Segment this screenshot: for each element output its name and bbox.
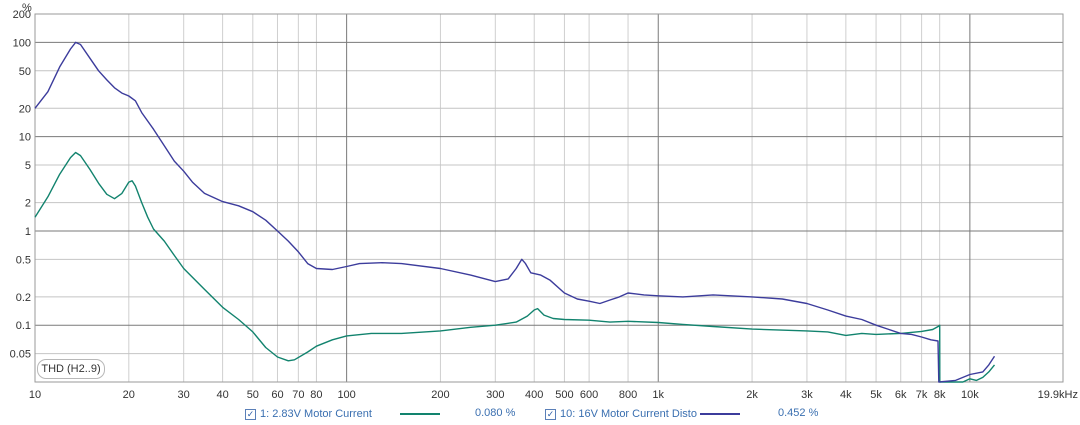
y-tick-label: 5 <box>25 160 31 172</box>
y-axis-tick-labels: 200 100 50 20 10 5 2 1 0.5 0.2 0.1 0.05 <box>10 9 31 361</box>
x-tick-label: 200 <box>431 389 449 401</box>
y-tick-label: 0.1 <box>16 320 31 332</box>
x-tick-label: 30 <box>178 389 190 401</box>
legend-label-series-2: 10: 16V Motor Current Distortic <box>560 408 697 420</box>
legend-item-series-2[interactable]: ✓ 10: 16V Motor Current Distortic <box>545 404 700 424</box>
plot-frame <box>34 13 1064 383</box>
x-tick-label: 70 <box>292 389 304 401</box>
legend-swatch-series-2 <box>700 413 740 415</box>
thd-badge[interactable]: THD (H2..9) <box>37 359 105 379</box>
x-tick-label: 5k <box>870 389 882 401</box>
legend-swatch-series-1 <box>400 413 440 415</box>
legend-item-series-1[interactable]: ✓ 1: 2.83V Motor Current <box>245 404 395 424</box>
y-tick-label: 0.5 <box>16 254 31 266</box>
x-tick-label: 8k <box>934 389 946 401</box>
y-tick-label: 10 <box>19 132 31 144</box>
y-tick-label: 50 <box>19 66 31 78</box>
x-tick-label: 1k <box>652 389 664 401</box>
x-tick-label: 6k <box>895 389 907 401</box>
x-tick-label: 50 <box>247 389 259 401</box>
legend-value-series-1: 0.080 % <box>475 407 516 419</box>
legend-checkbox-series-1[interactable]: ✓ <box>245 408 256 420</box>
x-tick-label: 4k <box>840 389 852 401</box>
legend: ✓ 1: 2.83V Motor Current 0.080 % ✓ 10: 1… <box>0 404 1080 424</box>
series-layer <box>34 41 996 383</box>
y-tick-label: 100 <box>13 37 31 49</box>
x-tick-label: 500 <box>555 389 573 401</box>
y-tick-label: 2 <box>25 198 31 210</box>
x-axis-tick-labels: 10 20 30 40 50 60 70 80 100 200 300 400 500 600 800 1k 2… <box>29 389 1078 401</box>
x-tick-label: 7k <box>916 389 928 401</box>
x-tick-label: 19.9kHz <box>1038 389 1078 401</box>
x-tick-label: 60 <box>271 389 283 401</box>
legend-value-series-2: 0.452 % <box>778 407 819 419</box>
x-tick-label: 100 <box>337 389 355 401</box>
x-tick-label: 20 <box>123 389 135 401</box>
y-tick-label: 0.2 <box>16 292 31 304</box>
y-axis-unit: % <box>22 2 32 14</box>
series-line-2 <box>34 41 996 383</box>
x-tick-label: 3k <box>801 389 813 401</box>
legend-checkbox-series-2[interactable]: ✓ <box>545 408 556 420</box>
y-tick-label: 1 <box>25 226 31 238</box>
legend-label-series-1: 1: 2.83V Motor Current <box>260 408 372 420</box>
x-tick-label: 80 <box>310 389 322 401</box>
y-tick-label: 0.05 <box>10 349 31 361</box>
x-tick-label: 10 <box>29 389 41 401</box>
y-tick-label: 200 <box>13 9 31 21</box>
minor-gridlines <box>35 13 1064 382</box>
y-tick-label: 20 <box>19 103 31 115</box>
x-tick-label: 10k <box>961 389 979 401</box>
series-line-1 <box>34 151 996 383</box>
x-tick-label: 40 <box>216 389 228 401</box>
x-tick-label: 800 <box>619 389 637 401</box>
x-tick-label: 2k <box>746 389 758 401</box>
x-tick-label: 600 <box>580 389 598 401</box>
x-tick-label: 400 <box>525 389 543 401</box>
x-tick-label: 300 <box>486 389 504 401</box>
major-gridlines <box>34 13 1064 383</box>
